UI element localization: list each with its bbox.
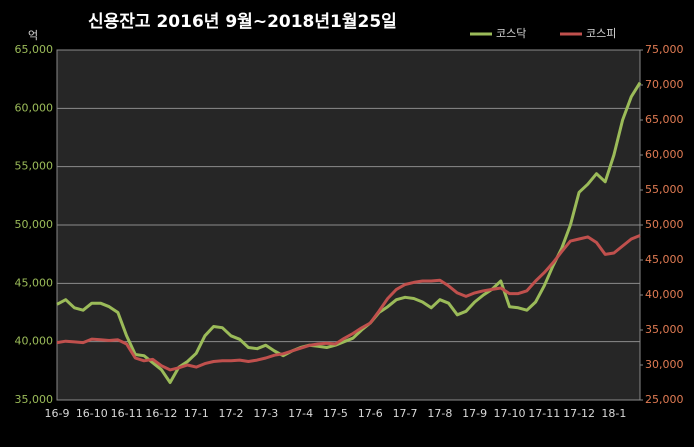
y2-tick-label: 25,000 (645, 393, 684, 406)
x-tick-label: 16-12 (145, 407, 177, 420)
y2-tick-label: 75,000 (645, 43, 684, 56)
y2-tick-label: 65,000 (645, 113, 684, 126)
y2-tick-label: 55,000 (645, 183, 684, 196)
y-tick-label: 35,000 (15, 393, 54, 406)
x-tick-label: 17-2 (219, 407, 244, 420)
y2-tick-label: 45,000 (645, 253, 684, 266)
x-tick-label: 17-10 (493, 407, 525, 420)
y2-tick-label: 30,000 (645, 358, 684, 371)
x-tick-label: 17-8 (427, 407, 452, 420)
y2-tick-label: 60,000 (645, 148, 684, 161)
y-tick-label: 40,000 (15, 335, 54, 348)
y-tick-label: 50,000 (15, 218, 54, 231)
x-tick-label: 17-7 (393, 407, 418, 420)
x-tick-label: 17-5 (323, 407, 348, 420)
legend-label: 코스피 (586, 27, 616, 40)
x-tick-label: 16-9 (45, 407, 70, 420)
x-tick-label: 17-6 (358, 407, 383, 420)
x-tick-label: 17-9 (462, 407, 487, 420)
x-tick-label: 16-11 (111, 407, 143, 420)
x-tick-label: 17-12 (563, 407, 595, 420)
y2-tick-label: 50,000 (645, 218, 684, 231)
legend-label: 코스닥 (496, 27, 526, 40)
x-tick-label: 17-4 (288, 407, 313, 420)
y-tick-label: 60,000 (15, 101, 54, 114)
series-line (56, 234, 641, 372)
y-tick-label: 45,000 (15, 276, 54, 289)
x-tick-label: 18-1 (601, 407, 626, 420)
y-unit: 억 (28, 29, 38, 42)
x-tick-label: 17-11 (528, 407, 560, 420)
series-line (56, 81, 642, 384)
x-tick-label: 17-3 (253, 407, 278, 420)
y-tick-label: 55,000 (15, 160, 54, 173)
chart-title: 신용잔고 2016년 9월~2018년1월25일 (88, 12, 397, 32)
y2-tick-label: 40,000 (645, 288, 684, 301)
y-tick-label: 65,000 (15, 43, 54, 56)
y2-tick-label: 70,000 (645, 78, 684, 91)
x-tick-label: 16-10 (76, 407, 108, 420)
x-tick-label: 17-1 (184, 407, 209, 420)
y2-tick-label: 35,000 (645, 323, 684, 336)
